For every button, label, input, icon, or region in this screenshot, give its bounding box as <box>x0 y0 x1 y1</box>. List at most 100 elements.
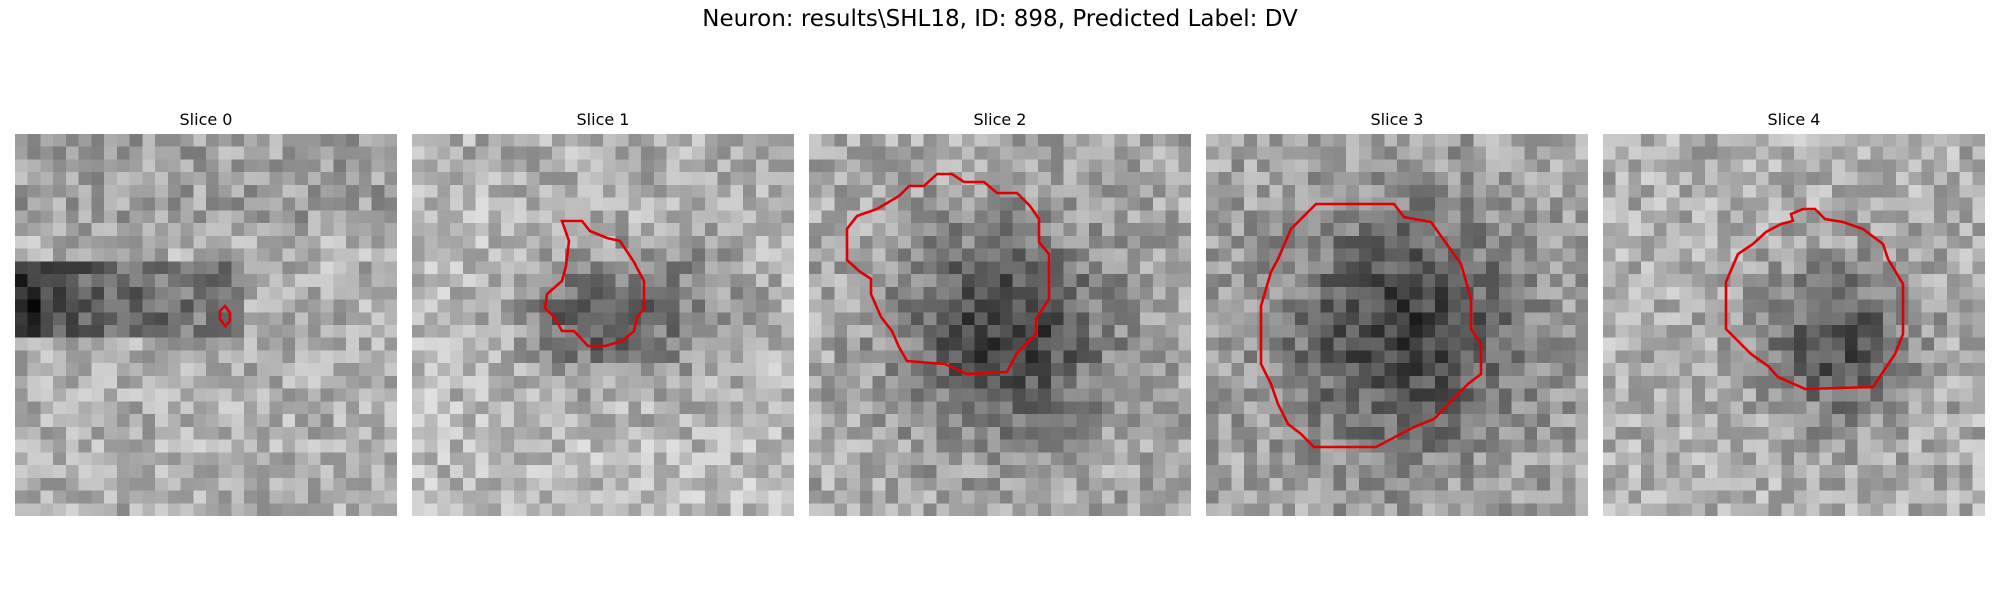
image-pixel <box>1152 197 1167 211</box>
image-pixel <box>40 490 54 504</box>
image-pixel <box>1127 261 1141 275</box>
image-pixel <box>1615 210 1630 224</box>
image-pixel <box>1282 248 1296 262</box>
image-pixel <box>1358 414 1373 428</box>
image-pixel <box>1063 134 1077 148</box>
image-pixel <box>755 299 770 313</box>
image-pixel <box>1653 439 1668 453</box>
image-pixel <box>1178 401 1191 415</box>
image-pixel <box>1537 312 1551 326</box>
image-pixel <box>1295 312 1309 326</box>
image-pixel <box>1295 286 1309 301</box>
image-pixel <box>412 363 426 377</box>
image-pixel <box>1781 274 1795 288</box>
image-pixel <box>1152 172 1167 186</box>
image-pixel <box>1537 274 1551 288</box>
image-pixel <box>155 401 169 415</box>
image-pixel <box>1755 159 1770 173</box>
image-pixel <box>1972 503 1985 516</box>
image-pixel <box>1447 363 1462 377</box>
image-pixel <box>730 350 744 364</box>
image-pixel <box>358 223 373 237</box>
image-pixel <box>653 477 668 492</box>
image-pixel <box>384 299 397 313</box>
image-pixel <box>539 235 553 250</box>
image-pixel <box>488 363 502 377</box>
image-pixel <box>1704 274 1719 288</box>
image-pixel <box>256 401 271 415</box>
image-pixel <box>717 426 731 441</box>
image-pixel <box>821 337 836 352</box>
image-pixel <box>1218 350 1233 364</box>
image-pixel <box>1959 184 1973 199</box>
image-pixel <box>1127 210 1141 224</box>
image-pixel <box>809 286 823 301</box>
image-pixel <box>1628 210 1642 224</box>
image-pixel <box>1089 503 1103 516</box>
image-pixel <box>1397 223 1411 237</box>
image-pixel <box>358 363 373 377</box>
image-pixel <box>552 146 566 161</box>
image-pixel <box>1679 401 1693 415</box>
image-pixel <box>1717 465 1731 479</box>
image-pixel <box>1653 388 1668 402</box>
image-pixel <box>1409 172 1424 186</box>
image-pixel <box>1641 363 1655 377</box>
image-pixel <box>1692 477 1706 492</box>
image-pixel <box>1819 375 1833 390</box>
image-pixel <box>1908 452 1922 466</box>
image-pixel <box>424 350 439 364</box>
image-pixel <box>1870 465 1884 479</box>
image-pixel <box>1908 325 1922 339</box>
image-pixel <box>704 401 719 415</box>
image-pixel <box>936 261 950 275</box>
image-pixel <box>269 363 283 377</box>
image-pixel <box>1231 465 1245 479</box>
image-pixel <box>1679 159 1693 173</box>
image-pixel <box>847 490 861 504</box>
image-pixel <box>898 363 912 377</box>
slice-image <box>1206 134 1588 516</box>
image-pixel <box>269 452 283 466</box>
image-pixel <box>412 286 426 301</box>
image-pixel <box>1218 210 1233 224</box>
image-pixel <box>1473 439 1487 453</box>
image-pixel <box>1282 490 1296 504</box>
image-pixel <box>923 184 937 199</box>
image-pixel <box>218 388 233 402</box>
image-pixel <box>40 325 54 339</box>
image-pixel <box>603 134 617 148</box>
image-pixel <box>1165 299 1179 313</box>
image-pixel <box>872 337 886 352</box>
image-pixel <box>116 210 131 224</box>
image-pixel <box>1704 223 1719 237</box>
image-pixel <box>859 503 874 516</box>
image-pixel <box>1231 439 1245 453</box>
image-pixel <box>1832 477 1846 492</box>
image-pixel <box>193 388 207 402</box>
image-pixel <box>450 235 464 250</box>
image-pixel <box>1089 286 1103 301</box>
image-pixel <box>1346 503 1360 516</box>
image-pixel <box>539 503 553 516</box>
image-pixel <box>755 325 770 339</box>
image-pixel <box>346 414 360 428</box>
image-pixel <box>462 363 477 377</box>
image-pixel <box>1089 375 1103 390</box>
image-pixel <box>1140 401 1154 415</box>
image-pixel <box>513 146 528 161</box>
image-pixel <box>577 274 591 288</box>
image-pixel <box>91 197 105 211</box>
image-pixel <box>666 248 680 262</box>
image-pixel <box>462 184 477 199</box>
image-pixel <box>129 490 143 504</box>
image-pixel <box>885 465 899 479</box>
image-pixel <box>1435 503 1449 516</box>
image-pixel <box>1921 184 1935 199</box>
image-pixel <box>1603 210 1617 224</box>
image-pixel <box>526 337 540 352</box>
image-pixel <box>1473 414 1487 428</box>
image-pixel <box>180 197 194 211</box>
image-pixel <box>40 465 54 479</box>
image-pixel <box>1934 159 1948 173</box>
